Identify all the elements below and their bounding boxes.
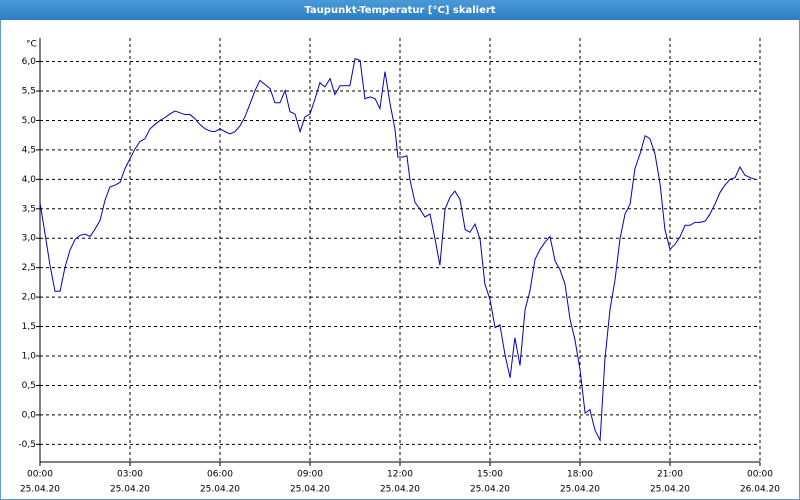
- x-tick-label: 06:00: [207, 470, 233, 480]
- y-tick-label: 4,0: [22, 175, 37, 185]
- y-tick-label: 3,5: [22, 204, 36, 214]
- y-tick-label: 2,5: [22, 263, 36, 273]
- y-unit: °C: [26, 40, 37, 50]
- x-tick-label: 21:00: [657, 470, 683, 480]
- x-tick-date: 25.04.20: [470, 485, 510, 495]
- x-tick-label: 03:00: [117, 470, 143, 480]
- x-tick-date: 25.04.20: [110, 485, 150, 495]
- y-tick-label: 3,0: [22, 234, 37, 244]
- y-tick-label: 6,0: [22, 57, 37, 67]
- x-tick-date: 25.04.20: [200, 485, 240, 495]
- y-tick-label: 1,5: [22, 322, 36, 332]
- x-tick-date: 25.04.20: [290, 485, 330, 495]
- data-line: [39, 57, 756, 443]
- x-tick-label: 18:00: [567, 470, 593, 480]
- x-tick-label: 09:00: [297, 470, 323, 480]
- title-bar: [0, 0, 800, 20]
- chart-title: Taupunkt-Temperatur [°C] skaliert: [304, 5, 495, 16]
- x-tick-date: 25.04.20: [650, 485, 690, 495]
- x-tick-date: 25.04.20: [380, 485, 420, 495]
- x-tick-date: 25.04.20: [20, 485, 60, 495]
- y-tick-label: 4,5: [22, 145, 36, 155]
- x-tick-label: 12:00: [387, 470, 413, 480]
- y-tick-label: 2,0: [22, 293, 37, 303]
- y-tick-label: 5,0: [22, 116, 37, 126]
- y-tick-label: 0,5: [22, 381, 36, 391]
- x-tick-label: 00:00: [747, 470, 773, 480]
- x-tick-label: 15:00: [477, 470, 503, 480]
- y-tick-label: 5,5: [22, 87, 36, 97]
- y-tick-label: -0,5: [18, 440, 36, 450]
- x-tick-date: 26.04.20: [740, 485, 780, 495]
- y-tick-label: 0,0: [22, 410, 37, 420]
- x-tick-label: 00:00: [27, 470, 53, 480]
- y-tick-label: 1,0: [22, 352, 37, 362]
- x-tick-date: 25.04.20: [560, 485, 600, 495]
